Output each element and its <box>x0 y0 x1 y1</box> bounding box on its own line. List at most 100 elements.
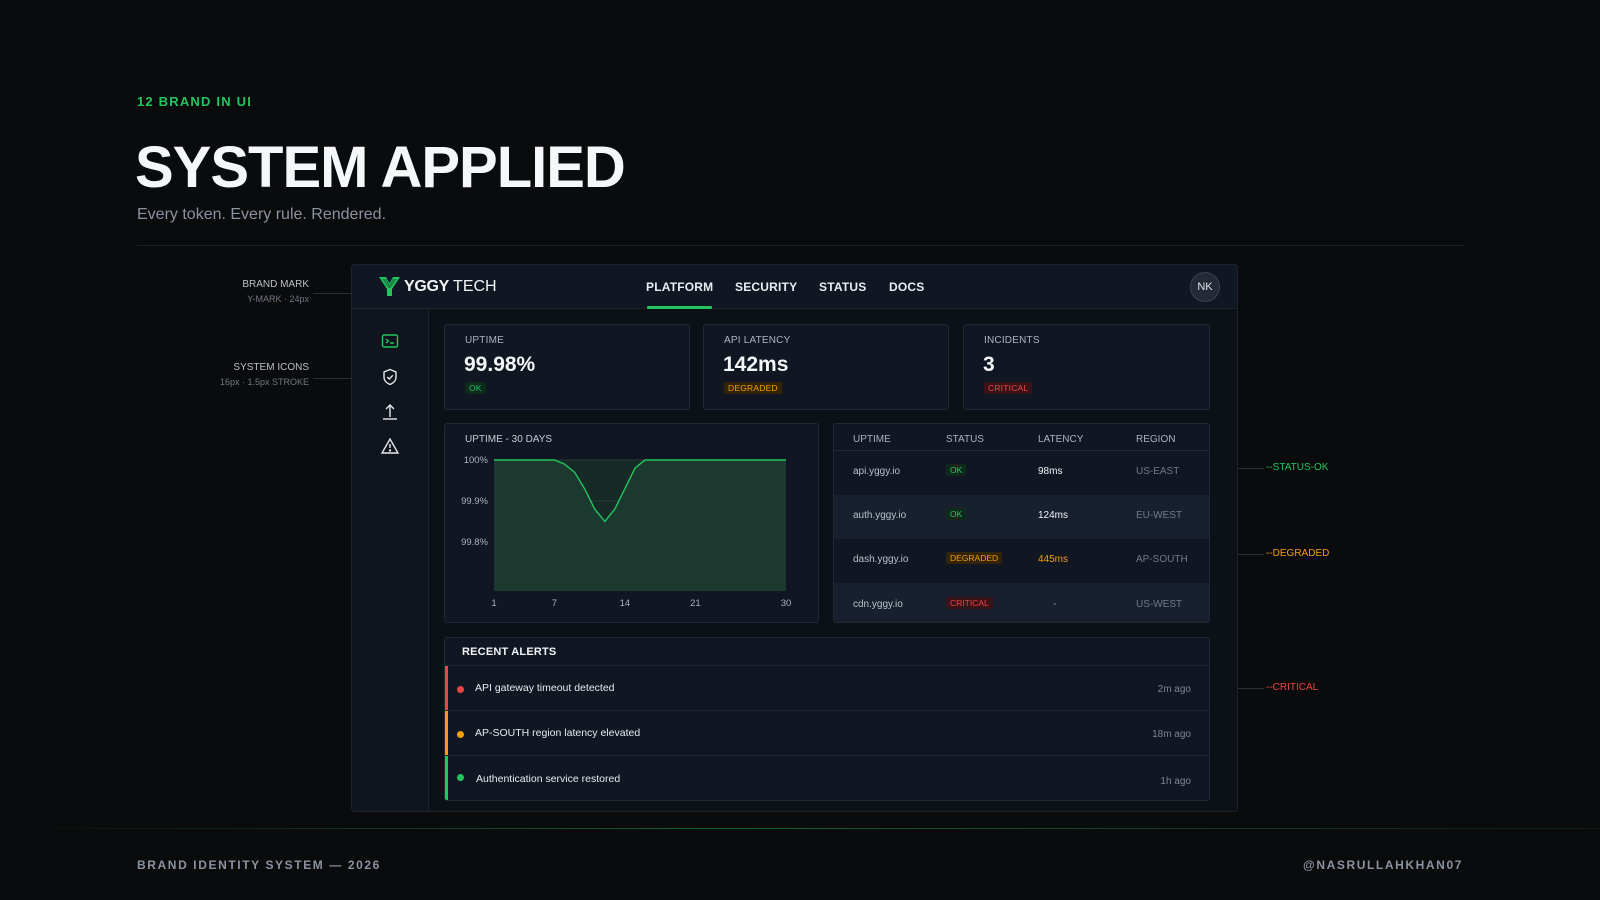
alert-message: API gateway timeout detected <box>475 682 615 694</box>
annotation-brand-mark: BRAND MARK Y-MARK · 24px <box>242 279 309 304</box>
service-table: UPTIME STATUS LATENCY REGION api.yggy.io… <box>833 423 1210 623</box>
column-header: LATENCY <box>1038 434 1084 445</box>
warning-icon[interactable] <box>380 436 400 456</box>
kpi-card-incidents[interactable]: INCIDENTS 3 CRITICAL <box>963 324 1210 410</box>
host-cell: api.yggy.io <box>853 466 901 477</box>
page-subtitle: Every token. Every rule. Rendered. <box>137 206 387 223</box>
status-badge: OK <box>465 382 486 394</box>
kpi-label: INCIDENTS <box>984 335 1040 346</box>
status-badge: CRITICAL <box>946 597 993 609</box>
annotation-title: BRAND MARK <box>242 279 309 290</box>
brand-suffix: TECH <box>453 277 497 295</box>
annotation-critical: --CRITICAL <box>1266 682 1319 693</box>
alert-row[interactable]: AP-SOUTH region latency elevated 18m ago <box>445 710 1209 755</box>
tab-docs[interactable]: DOCS <box>889 280 925 294</box>
y-tick-label: 100% <box>464 455 489 466</box>
annotation-connector <box>313 378 364 379</box>
status-badge: DEGRADED <box>724 382 782 394</box>
upload-icon[interactable] <box>380 402 400 422</box>
status-badge: OK <box>946 508 967 520</box>
alert-message: Authentication service restored <box>476 773 621 785</box>
latency-cell: - <box>1053 599 1057 610</box>
footer-left: BRAND IDENTITY SYSTEM — 2026 <box>137 858 381 872</box>
annotation-title: SYSTEM ICONS <box>233 362 309 373</box>
brand-logo[interactable]: YGGY TECH <box>379 277 497 296</box>
ok-dot-icon <box>457 774 464 781</box>
chart-series-line <box>494 459 786 523</box>
y-mark-icon <box>379 277 400 296</box>
alert-row[interactable]: API gateway timeout detected 2m ago <box>445 665 1209 710</box>
status-badge: OK <box>946 464 967 476</box>
terminal-icon[interactable] <box>380 331 400 351</box>
alert-time: 2m ago <box>1157 684 1191 695</box>
alert-time: 18m ago <box>1152 729 1191 740</box>
alert-message: AP-SOUTH region latency elevated <box>475 727 641 739</box>
x-tick-label: 30 <box>781 598 792 609</box>
annotation-status-ok: --STATUS-OK <box>1266 462 1329 473</box>
critical-dot-icon <box>457 686 464 693</box>
annotation-connector <box>1212 688 1264 689</box>
x-tick-label: 14 <box>620 598 631 609</box>
table-row[interactable]: auth.yggy.io OK 124ms EU-WEST <box>834 495 1209 539</box>
annotation-system-icons: SYSTEM ICONS 16px · 1.5px STROKE <box>220 362 309 387</box>
kpi-value: 3 <box>983 353 995 376</box>
alert-time: 1h ago <box>1160 776 1191 787</box>
top-navigation-bar: YGGY TECH PLATFORM SECURITY STATUS DOCS … <box>352 265 1237 309</box>
degraded-dot-icon <box>457 731 464 738</box>
kpi-card-api-latency[interactable]: API LATENCY 142ms DEGRADED <box>703 324 949 410</box>
status-badge: DEGRADED <box>946 552 1003 564</box>
annotation-connector <box>1212 554 1264 555</box>
tab-status[interactable]: STATUS <box>819 280 867 294</box>
severity-bar <box>445 756 448 800</box>
table-row[interactable]: dash.yggy.io DEGRADED 445ms AP-SOUTH <box>834 539 1209 583</box>
region-cell: US-EAST <box>1136 466 1180 477</box>
tab-security[interactable]: SECURITY <box>735 280 798 294</box>
annotation-detail: 16px · 1.5px STROKE <box>219 377 309 387</box>
annotation-connector <box>1212 468 1264 469</box>
annotation-connector <box>313 293 364 294</box>
tab-platform[interactable]: PLATFORM <box>646 280 714 294</box>
recent-alerts-panel: RECENT ALERTS API gateway timeout detect… <box>444 637 1210 801</box>
table-row[interactable]: cdn.yggy.io CRITICAL - US-WEST <box>834 583 1209 622</box>
shield-check-icon[interactable] <box>380 367 400 387</box>
chart-title: UPTIME - 30 DAYS <box>465 434 553 445</box>
status-badge: CRITICAL <box>984 382 1033 394</box>
x-tick-label: 21 <box>690 598 701 609</box>
column-header: UPTIME <box>853 434 891 445</box>
sidebar <box>352 309 429 811</box>
severity-bar <box>445 666 448 710</box>
brand-name: YGGY <box>404 277 450 295</box>
y-tick-label: 99.9% <box>461 496 488 507</box>
alert-row[interactable]: Authentication service restored 1h ago <box>445 755 1209 800</box>
avatar[interactable]: NK <box>1190 272 1220 302</box>
active-tab-indicator <box>647 306 712 309</box>
host-cell: cdn.yggy.io <box>853 599 903 610</box>
footer-divider <box>0 828 1600 829</box>
eyebrow-label: 12 BRAND IN UI <box>137 94 253 109</box>
kpi-value: 142ms <box>723 353 789 376</box>
latency-cell: 445ms <box>1038 554 1069 565</box>
column-header: REGION <box>1136 434 1176 445</box>
kpi-value: 99.98% <box>464 353 536 376</box>
uptime-chart: 100% 99.9% 99.8% 1 7 14 21 30 <box>461 455 792 609</box>
x-tick-label: 7 <box>552 598 557 609</box>
x-tick-label: 1 <box>491 598 496 609</box>
region-cell: EU-WEST <box>1136 510 1183 521</box>
chart-area <box>494 460 786 591</box>
kpi-card-uptime[interactable]: UPTIME 99.98% OK <box>444 324 690 410</box>
table-row[interactable]: api.yggy.io OK 98ms US-EAST <box>834 451 1209 495</box>
annotation-degraded: --DEGRADED <box>1266 548 1330 559</box>
kpi-label: API LATENCY <box>724 335 791 346</box>
column-header: STATUS <box>946 434 984 445</box>
host-cell: auth.yggy.io <box>853 510 907 521</box>
latency-cell: 124ms <box>1038 510 1069 521</box>
host-cell: dash.yggy.io <box>853 554 909 565</box>
kpi-label: UPTIME <box>465 335 504 346</box>
region-cell: US-WEST <box>1136 599 1183 610</box>
region-cell: AP-SOUTH <box>1136 554 1188 565</box>
y-tick-label: 99.8% <box>461 537 488 548</box>
uptime-chart-card: UPTIME - 30 DAYS 100% 99.9% 99.8% 1 7 14 21 30 <box>444 423 819 623</box>
table-header-divider <box>834 450 1209 451</box>
annotation-detail: Y-MARK · 24px <box>247 294 309 304</box>
latency-cell: 98ms <box>1038 466 1063 477</box>
